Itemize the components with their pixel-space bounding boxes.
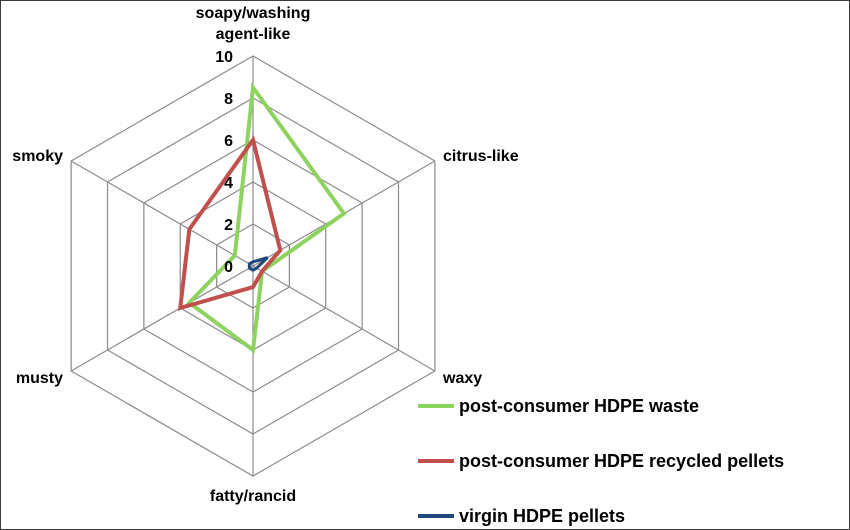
axis-label: fatty/rancid (210, 488, 296, 505)
tick-label: 2 (224, 217, 233, 234)
axis-label: musty (16, 370, 63, 387)
tick-label: 4 (224, 175, 233, 192)
tick-label: 6 (224, 133, 233, 150)
series-line (247, 256, 269, 272)
tick-label: 10 (215, 49, 233, 66)
legend: post-consumer HDPE waste post-consumer HD… (418, 396, 784, 526)
series-line (177, 135, 283, 311)
axis-label: citrus-like (443, 148, 519, 165)
axis-label: soapy/washing agent-like (196, 5, 311, 43)
tick-label: 8 (224, 91, 233, 108)
radar-spokes (70, 56, 436, 476)
series-line (186, 82, 347, 354)
axis-labels: soapy/washing agent-like citrus-like waxy fa… (12, 5, 518, 505)
series-layer (177, 82, 347, 354)
spoke-line (70, 265, 254, 372)
spoke-line (70, 160, 254, 267)
legend-label: post-consumer HDPE recycled pellets (459, 451, 784, 471)
legend-label: post-consumer HDPE waste (459, 396, 699, 416)
axis-label: smoky (12, 148, 63, 165)
spoke-line (252, 265, 436, 372)
tick-label: 0 (224, 259, 233, 276)
axis-label: waxy (442, 370, 482, 387)
tick-labels: 0 2 4 6 8 10 (215, 49, 233, 276)
legend-label: virgin HDPE pellets (459, 506, 625, 526)
